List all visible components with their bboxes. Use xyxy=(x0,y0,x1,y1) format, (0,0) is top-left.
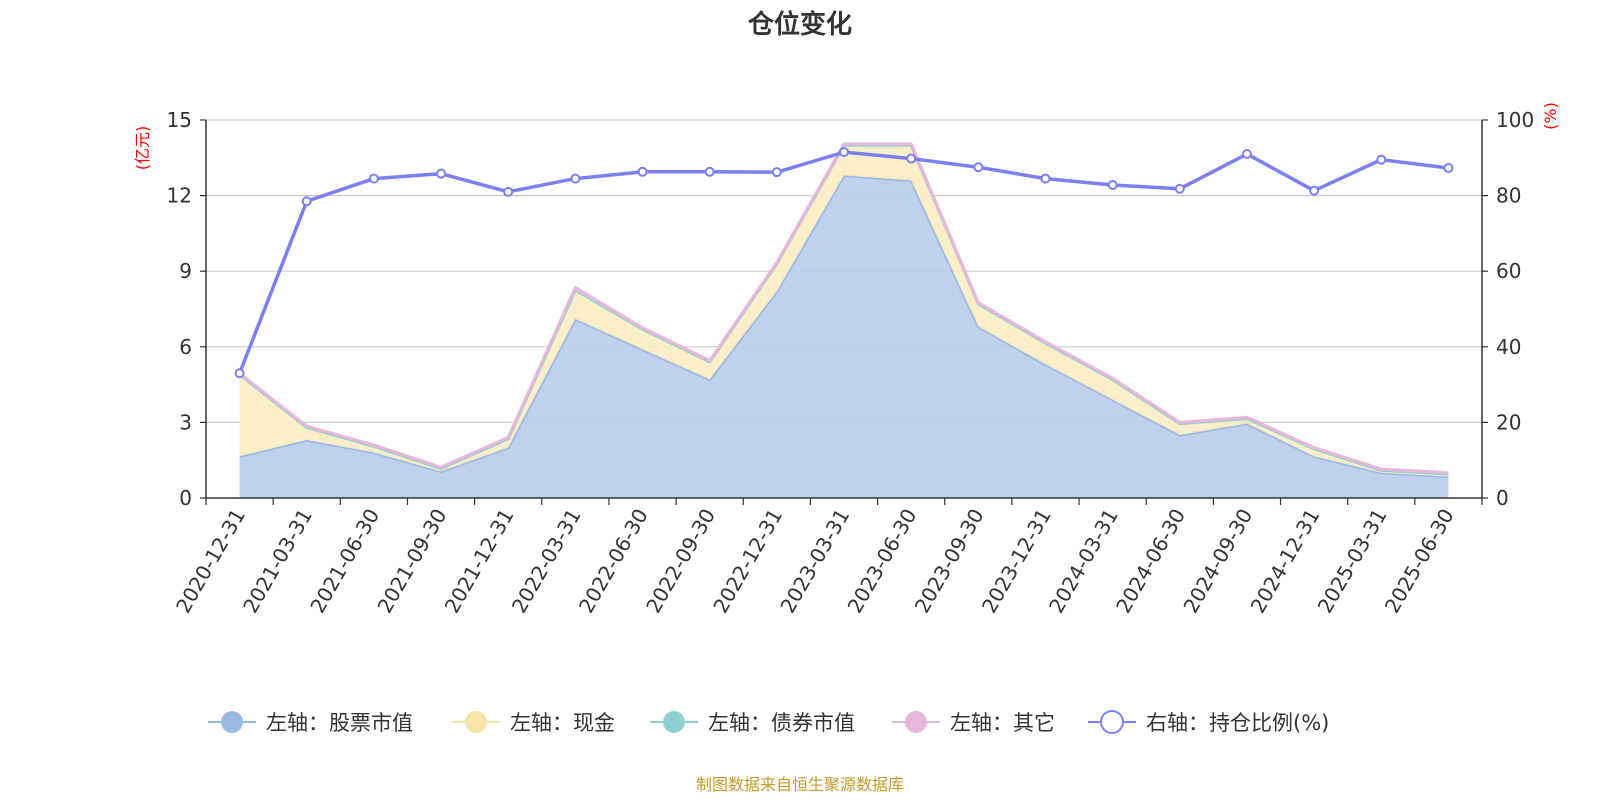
x-axis-tick-label: 2020-12-31 xyxy=(171,505,250,618)
legend[interactable]: 左轴：股票市值 左轴：现金 左轴：债券市值 左轴：其它 右轴：持仓比例(%) xyxy=(208,710,1329,735)
left-axis-tick-label: 0 xyxy=(179,486,192,510)
ratio-data-point xyxy=(1443,163,1454,174)
x-axis-tick-label: 2024-06-30 xyxy=(1111,505,1190,618)
legend-item[interactable]: 左轴：债券市值 xyxy=(650,711,855,735)
right-axis-tick-label: 100 xyxy=(1496,108,1534,132)
x-axis-tick-label: 2024-12-31 xyxy=(1246,505,1325,618)
left-axis-tick-label: 15 xyxy=(167,108,192,132)
right-axis-tick-label: 20 xyxy=(1496,410,1521,434)
legend-item[interactable]: 右轴：持仓比例(%) xyxy=(1088,710,1329,735)
legend-marker xyxy=(465,711,487,733)
ratio-data-point xyxy=(771,167,782,178)
legend-label: 左轴：债券市值 xyxy=(708,711,855,735)
legend-item[interactable]: 左轴：现金 xyxy=(452,711,615,735)
ratio-data-point xyxy=(1174,183,1185,194)
area-series-line-3 xyxy=(238,142,1449,475)
ratio-data-point xyxy=(1107,180,1118,191)
right-axis-tick-label: 60 xyxy=(1496,259,1521,283)
x-axis-tick-label: 2025-06-30 xyxy=(1380,505,1459,618)
legend-label: 左轴：现金 xyxy=(510,711,615,735)
x-axis-tick-label: 2022-06-30 xyxy=(574,505,653,618)
ratio-data-point xyxy=(368,173,379,184)
legend-label: 右轴：持仓比例(%) xyxy=(1146,711,1329,735)
x-axis-tick-label: 2021-03-31 xyxy=(238,505,317,618)
legend-marker xyxy=(1100,710,1124,734)
holding-ratio-line xyxy=(234,147,1454,379)
x-axis-tick-label: 2023-06-30 xyxy=(843,505,922,618)
left-axis-tick-label: 9 xyxy=(179,259,192,283)
ratio-data-point xyxy=(1376,154,1387,165)
stacked-areas xyxy=(238,142,1449,498)
ratio-data-point xyxy=(301,196,312,207)
chart-title: 仓位变化 xyxy=(747,9,852,40)
x-axis-tick-label: 2021-12-31 xyxy=(440,505,519,618)
ratio-data-point xyxy=(1040,173,1051,184)
legend-marker xyxy=(221,711,243,733)
x-axis-tick-label: 2025-03-31 xyxy=(1313,505,1392,618)
x-axis-tick-label: 2023-03-31 xyxy=(775,505,854,618)
x-axis-tick-label: 2023-12-31 xyxy=(977,505,1056,618)
right-axis-unit: (%) xyxy=(1541,102,1560,130)
legend-item[interactable]: 左轴：其它 xyxy=(892,711,1055,735)
legend-marker xyxy=(905,711,927,733)
right-axis-tick-label: 0 xyxy=(1496,486,1509,510)
data-source-note: 制图数据来自恒生聚源数据库 xyxy=(696,775,904,794)
x-axis-tick-label: 2023-09-30 xyxy=(910,505,989,618)
ratio-data-point xyxy=(704,166,715,177)
left-axis-tick-label: 6 xyxy=(179,335,192,359)
x-axis-tick-label: 2021-09-30 xyxy=(372,505,451,618)
ratio-data-point xyxy=(973,162,984,173)
ratio-data-point xyxy=(503,186,514,197)
ratio-data-point xyxy=(906,153,917,164)
ratio-data-point xyxy=(436,168,447,179)
right-axis-tick-label: 80 xyxy=(1496,184,1521,208)
left-axis-tick-label: 3 xyxy=(179,410,192,434)
area-series-0 xyxy=(239,175,1449,498)
ratio-data-point xyxy=(1309,185,1320,196)
ratio-data-point xyxy=(1241,149,1252,160)
x-axis-tick-label: 2022-03-31 xyxy=(507,505,586,618)
ratio-data-point xyxy=(234,368,245,379)
x-axis-tick-label: 2022-12-31 xyxy=(708,505,787,618)
ratio-data-point xyxy=(570,173,581,184)
left-axis-unit: (亿元) xyxy=(133,126,152,171)
x-axis-tick-label: 2022-09-30 xyxy=(641,505,720,618)
legend-marker xyxy=(663,711,685,733)
left-axis-tick-label: 12 xyxy=(167,184,192,208)
right-axis-tick-label: 40 xyxy=(1496,335,1521,359)
ratio-data-point xyxy=(839,147,849,158)
legend-item[interactable]: 左轴：股票市值 xyxy=(208,711,413,735)
x-axis-tick-label: 2021-06-30 xyxy=(305,505,384,618)
ratio-data-point xyxy=(637,166,648,177)
legend-label: 左轴：其它 xyxy=(950,711,1055,735)
x-axis-tick-label: 2024-03-31 xyxy=(1044,505,1123,618)
legend-label: 左轴：股票市值 xyxy=(266,711,413,735)
x-axis-tick-label: 2024-09-30 xyxy=(1178,505,1257,618)
